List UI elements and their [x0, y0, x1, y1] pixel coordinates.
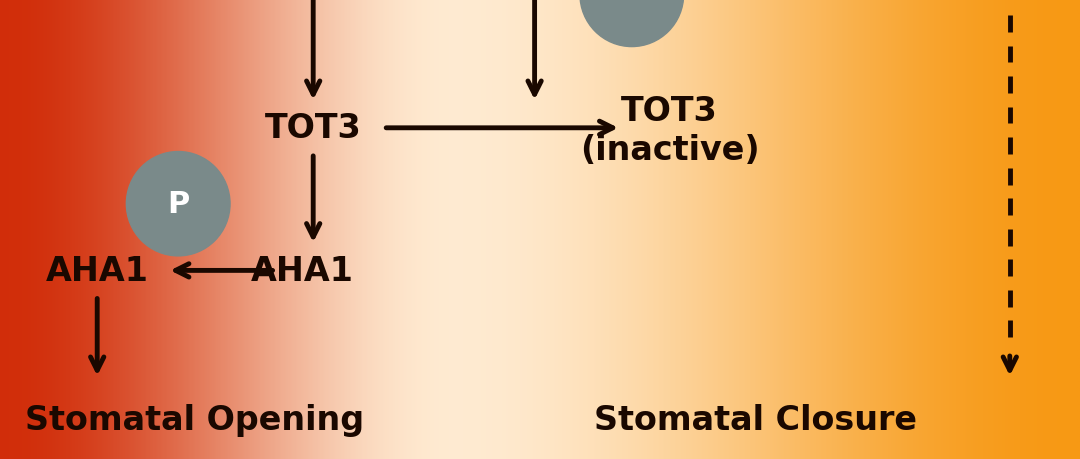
- Text: AHA1: AHA1: [45, 254, 149, 287]
- Text: TOT3: TOT3: [265, 112, 362, 145]
- Text: AHA1: AHA1: [251, 254, 354, 287]
- Text: Stomatal Closure: Stomatal Closure: [594, 403, 918, 437]
- Text: Stomatal Opening: Stomatal Opening: [25, 403, 364, 437]
- Text: P: P: [167, 190, 189, 219]
- Ellipse shape: [126, 152, 230, 256]
- Text: TOT3
(inactive): TOT3 (inactive): [580, 95, 759, 167]
- Ellipse shape: [580, 0, 684, 47]
